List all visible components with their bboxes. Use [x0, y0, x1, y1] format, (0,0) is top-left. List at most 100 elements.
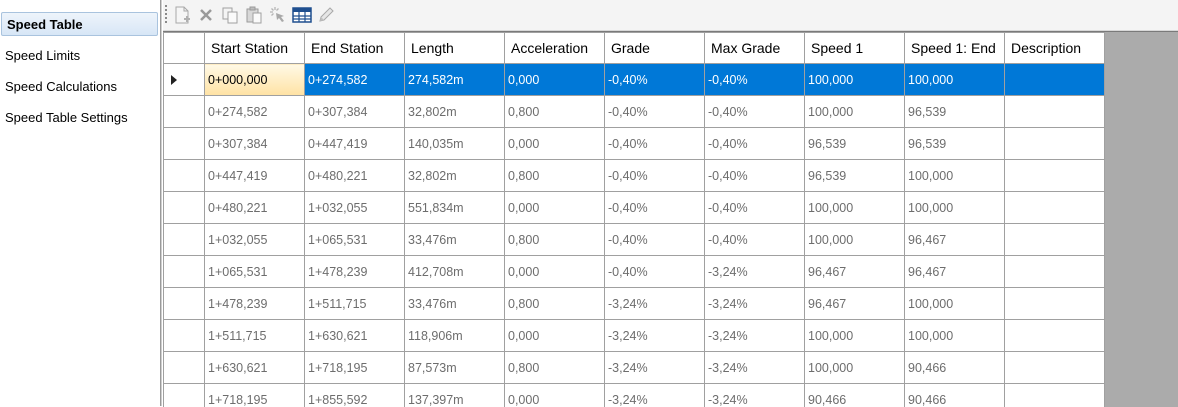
table-cell[interactable]: 0+307,384 [205, 128, 305, 160]
table-cell[interactable]: -3,24% [705, 320, 805, 352]
select-icon[interactable] [268, 4, 288, 26]
table-cell[interactable] [1005, 224, 1105, 256]
sidebar-item-speed-calculations[interactable]: Speed Calculations [0, 75, 158, 99]
table-cell[interactable]: 100,000 [805, 64, 905, 96]
delete-icon[interactable] [196, 4, 216, 26]
table-cell[interactable] [1005, 128, 1105, 160]
table-cell[interactable]: 87,573m [405, 352, 505, 384]
table-cell[interactable]: -3,24% [605, 320, 705, 352]
table-cell[interactable]: 1+718,195 [205, 384, 305, 407]
table-cell[interactable]: -3,24% [605, 352, 705, 384]
table-cell[interactable]: 0+447,419 [305, 128, 405, 160]
table-cell[interactable]: 1+511,715 [205, 320, 305, 352]
table-cell[interactable]: -0,40% [705, 160, 805, 192]
table-cell[interactable]: 96,539 [905, 128, 1005, 160]
row-header[interactable] [164, 160, 205, 192]
table-cell[interactable]: 0,800 [505, 288, 605, 320]
edit-icon[interactable] [316, 4, 336, 26]
table-cell[interactable]: 0,000 [505, 384, 605, 407]
row-header[interactable] [164, 96, 205, 128]
row-header[interactable] [164, 192, 205, 224]
table-cell[interactable]: -3,24% [705, 256, 805, 288]
corner-cell[interactable] [164, 33, 205, 64]
sidebar-item-speed-table[interactable]: Speed Table [1, 12, 158, 36]
table-cell[interactable]: 32,802m [405, 160, 505, 192]
table-cell[interactable]: -0,40% [605, 128, 705, 160]
table-cell[interactable]: 0,000 [505, 64, 605, 96]
table-cell[interactable]: 0+447,419 [205, 160, 305, 192]
table-cell[interactable] [1005, 192, 1105, 224]
table-cell[interactable]: -3,24% [705, 352, 805, 384]
table-cell[interactable]: 0,800 [505, 96, 605, 128]
table-cell[interactable]: 551,834m [405, 192, 505, 224]
table-cell[interactable]: 100,000 [805, 192, 905, 224]
table-cell[interactable]: -3,24% [705, 288, 805, 320]
row-header[interactable] [164, 352, 205, 384]
column-header-grade[interactable]: Grade [605, 33, 705, 64]
table-cell[interactable]: 0,000 [505, 320, 605, 352]
table-cell[interactable]: -3,24% [605, 288, 705, 320]
table-cell[interactable]: 100,000 [905, 288, 1005, 320]
row-header[interactable] [164, 384, 205, 407]
table-cell[interactable]: 137,397m [405, 384, 505, 407]
table-cell[interactable] [1005, 96, 1105, 128]
table-cell[interactable]: -0,40% [605, 256, 705, 288]
table-cell[interactable]: 1+478,239 [305, 256, 405, 288]
table-cell[interactable] [1005, 160, 1105, 192]
table-cell[interactable]: 0,000 [505, 128, 605, 160]
sidebar-item-speed-table-settings[interactable]: Speed Table Settings [0, 106, 158, 130]
column-header-end-station[interactable]: End Station [305, 33, 405, 64]
table-cell[interactable]: 140,035m [405, 128, 505, 160]
table-cell[interactable]: -3,24% [605, 384, 705, 407]
table-cell[interactable]: 100,000 [805, 320, 905, 352]
table-cell[interactable]: 118,906m [405, 320, 505, 352]
table-cell[interactable]: 0+274,582 [205, 96, 305, 128]
table-cell[interactable]: 33,476m [405, 224, 505, 256]
table-cell[interactable]: 1+630,621 [305, 320, 405, 352]
row-header[interactable] [164, 128, 205, 160]
table-cell[interactable]: 1+855,592 [305, 384, 405, 407]
table-cell[interactable]: 96,467 [905, 256, 1005, 288]
add-row-icon[interactable] [172, 4, 192, 26]
table-cell[interactable]: 1+065,531 [205, 256, 305, 288]
table-cell[interactable]: 0+480,221 [205, 192, 305, 224]
table-cell[interactable]: 100,000 [805, 352, 905, 384]
table-cell[interactable]: 96,539 [805, 128, 905, 160]
table-cell[interactable]: 0,800 [505, 352, 605, 384]
table-cell[interactable]: 1+032,055 [305, 192, 405, 224]
table-cell[interactable]: -0,40% [605, 160, 705, 192]
table-cell[interactable]: 1+032,055 [205, 224, 305, 256]
table-cell[interactable]: 1+718,195 [305, 352, 405, 384]
table-cell[interactable]: 1+478,239 [205, 288, 305, 320]
row-header[interactable] [164, 320, 205, 352]
table-cell[interactable] [1005, 288, 1105, 320]
column-header-start-station[interactable]: Start Station [205, 33, 305, 64]
splitter[interactable] [160, 0, 162, 406]
table-cell[interactable]: 32,802m [405, 96, 505, 128]
copy-icon[interactable] [220, 4, 240, 26]
table-cell[interactable]: 100,000 [805, 96, 905, 128]
table-cell[interactable]: 90,466 [805, 384, 905, 407]
table-cell[interactable]: -0,40% [605, 96, 705, 128]
column-header-max-grade[interactable]: Max Grade [705, 33, 805, 64]
table-cell[interactable]: 100,000 [905, 160, 1005, 192]
table-cell[interactable]: -0,40% [605, 192, 705, 224]
table-cell[interactable]: 0+274,582 [305, 64, 405, 96]
table-cell[interactable]: 100,000 [905, 192, 1005, 224]
table-cell[interactable]: 96,539 [805, 160, 905, 192]
table-cell[interactable]: 100,000 [905, 64, 1005, 96]
table-cell[interactable]: -0,40% [705, 192, 805, 224]
toolbar-grip[interactable] [165, 5, 167, 25]
table-cell[interactable]: 1+511,715 [305, 288, 405, 320]
row-header[interactable] [164, 224, 205, 256]
table-cell[interactable]: 90,466 [905, 352, 1005, 384]
table-cell[interactable]: 100,000 [805, 224, 905, 256]
